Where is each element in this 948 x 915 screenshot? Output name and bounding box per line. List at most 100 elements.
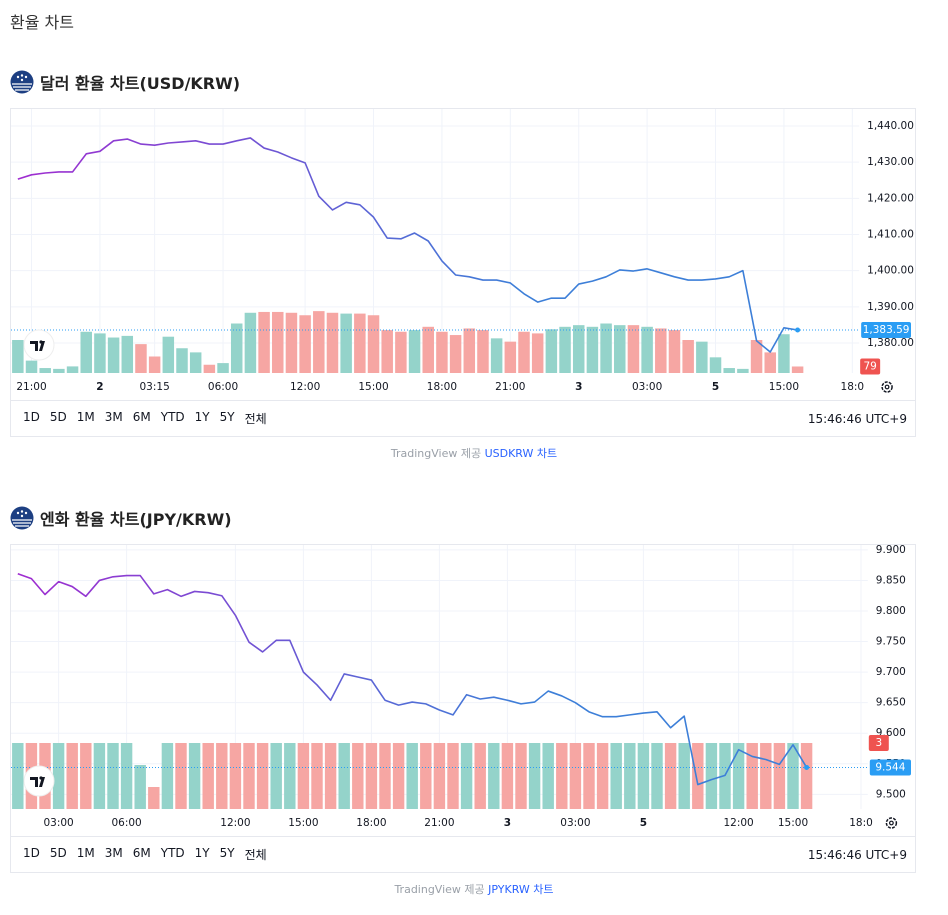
range-button[interactable]: 1M (76, 846, 95, 860)
x-tick-label: 5 (640, 817, 647, 829)
volume-bar (406, 743, 418, 809)
volume-bar (270, 743, 282, 809)
range-button[interactable]: 5D (49, 410, 67, 424)
range-button[interactable]: 1D (23, 410, 40, 424)
x-tick-label: 15:00 (288, 817, 318, 829)
range-button[interactable]: 5Y (219, 846, 235, 860)
volume-bar (381, 330, 393, 373)
volume-bar (93, 743, 106, 809)
range-button[interactable]: 5Y (219, 410, 235, 424)
x-tick-label: 03:00 (560, 817, 590, 829)
volume-bar (392, 743, 405, 809)
y-tick-label: 1,420.00 (867, 192, 914, 204)
volume-bar (490, 338, 503, 373)
volume-bar (515, 743, 527, 809)
range-button[interactable]: YTD (160, 846, 185, 860)
volume-bar (135, 344, 147, 373)
clock: 15:46:46 UTC+9 (807, 411, 907, 426)
range-button[interactable]: 5D (49, 846, 67, 860)
volume-bar (610, 743, 622, 809)
caption: TradingView 제공 USDKRW 차트 (0, 445, 948, 461)
volume-bar (787, 743, 799, 809)
volume-bar (12, 743, 24, 809)
range-button[interactable]: YTD (160, 410, 185, 424)
volume-bar (148, 787, 160, 809)
volume-bar (528, 743, 541, 809)
volume-bar (627, 325, 640, 373)
volume-bar (80, 743, 92, 809)
caption-link[interactable]: JPYKRW 차트 (488, 883, 554, 896)
volume-bar (313, 311, 325, 373)
x-tick-label: 2 (96, 381, 103, 393)
volume-box (868, 735, 889, 751)
chart-box: 9.5009.5509.6009.6509.7009.7509.8009.850… (10, 544, 916, 873)
range-buttons: 1D 5D 1M 3M 6M YTD 1Y 5Y 전체 (11, 410, 808, 427)
volume-bar (188, 743, 201, 809)
volume-bar (542, 743, 554, 809)
tradingview-logo (23, 765, 55, 797)
x-tick-label: 18:0 (841, 381, 865, 393)
range-button[interactable]: 6M (132, 410, 151, 424)
settings-icon (881, 381, 893, 393)
volume-bar (354, 313, 366, 373)
y-tick-label: 1,380.00 (867, 337, 914, 349)
volume-bar (189, 352, 202, 373)
volume-bar (737, 368, 749, 373)
chart-section: 달러 환율 차트(USD/KRW) 1,380.00 1,390.00 1,400.… (0, 68, 948, 468)
volume-bar (25, 360, 38, 373)
volume-bar (272, 311, 284, 373)
volume-bar (422, 326, 434, 373)
x-tick-label: 3 (575, 381, 582, 393)
y-tick-label: 1,390.00 (867, 301, 914, 313)
caption-prefix: TradingView 제공 (394, 883, 485, 896)
volume-bar (668, 330, 681, 373)
volume-bar (596, 743, 609, 809)
volume-bar (705, 743, 718, 809)
x-tick-label: 18:00 (356, 817, 386, 829)
section-title-row: 엔화 환율 차트(JPY/KRW) (10, 504, 232, 532)
x-tick-label: 15:00 (358, 381, 388, 393)
volume-bar (299, 315, 311, 373)
range-button[interactable]: 3M (104, 410, 123, 424)
volume-bar (569, 743, 582, 809)
volume-bar (256, 743, 269, 809)
volume-bar (488, 743, 500, 809)
caption: TradingView 제공 JPYKRW 차트 (0, 881, 948, 897)
volume-bar (518, 331, 530, 373)
x-tick-label: 12:00 (220, 817, 250, 829)
range-button[interactable]: 3M (104, 846, 123, 860)
x-tick-label: 12:00 (290, 381, 320, 393)
range-button[interactable]: 6M (132, 846, 151, 860)
chart: 1,380.00 1,390.00 1,400.00 1,410.00 1,420.00… (11, 109, 914, 393)
volume-bar (258, 311, 270, 373)
last-price-box (861, 322, 911, 339)
volume-bar (800, 743, 813, 809)
range-button[interactable]: 전체 (244, 848, 267, 862)
range-button[interactable]: 1Y (194, 846, 210, 860)
volume-bar (80, 331, 92, 373)
range-button[interactable]: 전체 (244, 412, 267, 426)
range-button[interactable]: 1M (76, 410, 95, 424)
volume-bar (791, 366, 804, 373)
section-title: 엔화 환율 차트(JPY/KRW) (40, 510, 232, 529)
volume-bar (449, 335, 462, 373)
volume-bar (94, 333, 106, 373)
x-tick-label: 03:00 (632, 381, 662, 393)
chart-section: 엔화 환율 차트(JPY/KRW) 9.5009.5509.6009.6509.… (0, 504, 948, 904)
volume-bar (764, 352, 776, 373)
volume-bar (637, 743, 650, 809)
volume-bar (696, 341, 708, 373)
last-point (804, 764, 810, 770)
x-tick-label: 3 (504, 817, 511, 829)
y-tick-label: 9.850 (876, 574, 906, 586)
x-tick-label: 06:00 (111, 817, 141, 829)
range-button[interactable]: 1D (23, 846, 40, 860)
volume-label: 79 (863, 360, 876, 372)
range-button[interactable]: 1Y (194, 410, 210, 424)
volume-bar (395, 331, 407, 373)
caption-link[interactable]: USDKRW 차트 (484, 447, 558, 460)
volume-bar (134, 765, 146, 809)
volume-bar (746, 743, 758, 809)
volume-bar (504, 341, 517, 373)
volume-bar (161, 743, 174, 809)
